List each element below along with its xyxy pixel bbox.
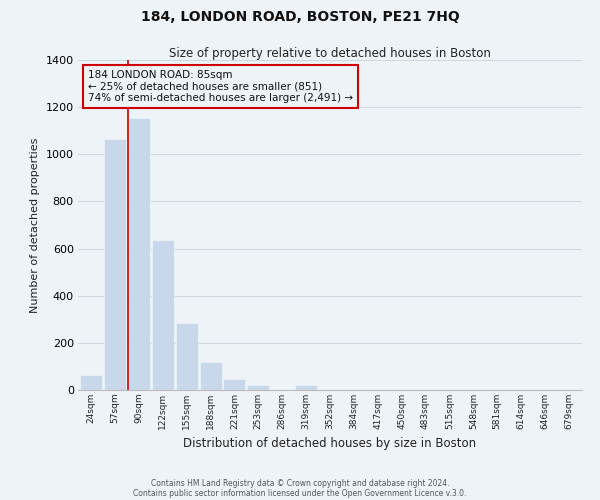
Bar	[104, 139, 126, 390]
Text: Contains public sector information licensed under the Open Government Licence v.: Contains public sector information licen…	[133, 488, 467, 498]
X-axis label: Distribution of detached houses by size in Boston: Distribution of detached houses by size …	[184, 438, 476, 450]
Text: Contains HM Land Registry data © Crown copyright and database right 2024.: Contains HM Land Registry data © Crown c…	[151, 478, 449, 488]
Text: 184, LONDON ROAD, BOSTON, PE21 7HQ: 184, LONDON ROAD, BOSTON, PE21 7HQ	[140, 10, 460, 24]
Y-axis label: Number of detached properties: Number of detached properties	[30, 138, 40, 312]
Bar	[223, 379, 245, 390]
Bar	[200, 362, 221, 390]
Bar	[295, 385, 317, 390]
Bar	[80, 374, 102, 390]
Bar	[176, 323, 197, 390]
Title: Size of property relative to detached houses in Boston: Size of property relative to detached ho…	[169, 47, 491, 60]
Bar	[152, 240, 174, 390]
Bar	[128, 118, 150, 390]
Bar	[247, 385, 269, 390]
Text: 184 LONDON ROAD: 85sqm
← 25% of detached houses are smaller (851)
74% of semi-de: 184 LONDON ROAD: 85sqm ← 25% of detached…	[88, 70, 353, 103]
